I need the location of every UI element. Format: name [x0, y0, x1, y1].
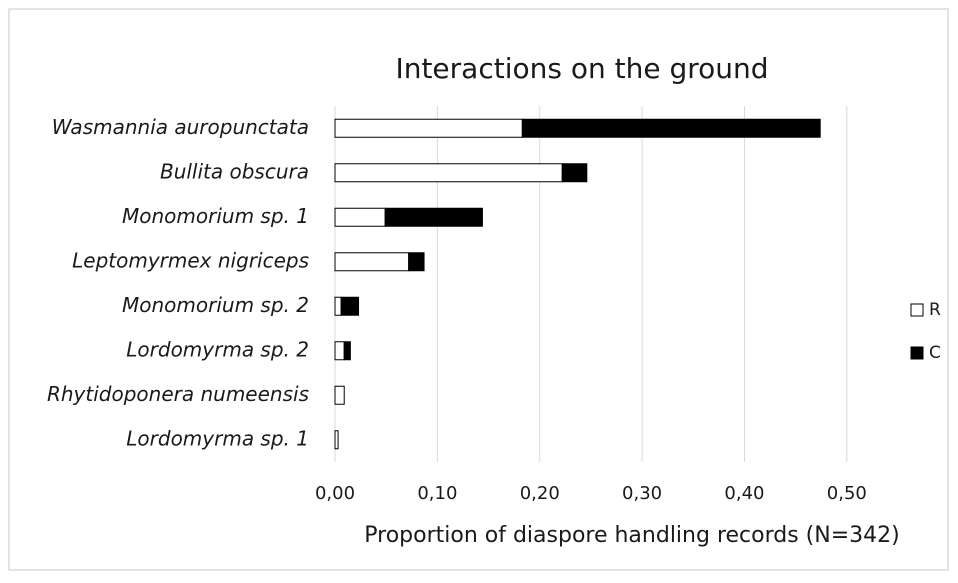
bar-segment	[340, 296, 360, 316]
bar-segment	[561, 163, 588, 183]
chart-title: Interactions on the ground	[395, 52, 768, 85]
legend-label: C	[929, 343, 941, 363]
x-tick-label: 0,30	[622, 483, 662, 504]
bar-segment	[521, 118, 821, 138]
legend-swatch	[910, 303, 924, 317]
bar-segment	[334, 118, 523, 138]
bar-segment	[334, 296, 342, 316]
chart-border	[8, 8, 949, 571]
bar-segment	[334, 430, 339, 450]
x-axis-title: Proportion of diaspore handling records …	[364, 523, 899, 548]
x-tick-label: 0,50	[827, 483, 867, 504]
bar-segment	[334, 252, 410, 272]
x-tick-label: 0,40	[724, 483, 764, 504]
y-tick-label: Wasmannia auropunctata	[52, 115, 309, 139]
y-tick-label: Rhytidoponera numeensis	[47, 382, 309, 406]
legend-swatch	[910, 346, 924, 360]
y-tick-label: Lordomyrma sp. 1	[126, 426, 309, 450]
bar-segment	[334, 163, 563, 183]
bar-segment	[408, 252, 425, 272]
bar-segment	[334, 385, 345, 405]
x-tick-label: 0,00	[315, 483, 355, 504]
bar-segment	[384, 207, 483, 227]
y-tick-label: Bullita obscura	[160, 159, 309, 183]
bar-segment	[334, 207, 386, 227]
x-tick-label: 0,20	[520, 483, 560, 504]
bar-segment	[343, 341, 351, 361]
x-tick-label: 0,10	[417, 483, 457, 504]
legend-label: R	[929, 300, 941, 320]
y-tick-label: Monomorium sp. 2	[122, 293, 309, 317]
y-tick-label: Monomorium sp. 1	[122, 204, 309, 228]
bar-segment	[334, 341, 345, 361]
y-tick-label: Lordomyrma sp. 2	[126, 337, 309, 361]
y-tick-label: Leptomyrmex nigriceps	[72, 248, 309, 272]
